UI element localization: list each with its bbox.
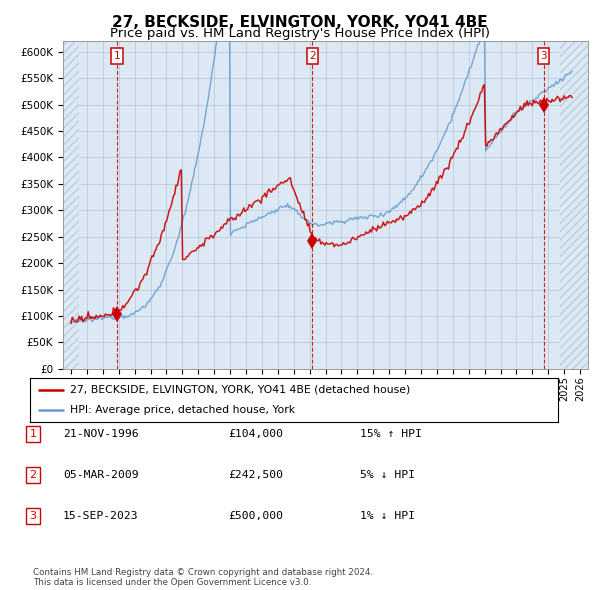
Text: 1: 1 (29, 429, 37, 438)
Text: £242,500: £242,500 (228, 470, 283, 480)
Text: 15% ↑ HPI: 15% ↑ HPI (360, 429, 422, 438)
Text: Price paid vs. HM Land Registry's House Price Index (HPI): Price paid vs. HM Land Registry's House … (110, 27, 490, 40)
Text: 3: 3 (29, 512, 37, 521)
Text: £500,000: £500,000 (228, 512, 283, 521)
Bar (560, 41, 588, 369)
Text: 05-MAR-2009: 05-MAR-2009 (63, 470, 139, 480)
Text: 5% ↓ HPI: 5% ↓ HPI (360, 470, 415, 480)
Text: 21-NOV-1996: 21-NOV-1996 (63, 429, 139, 438)
Text: 15-SEP-2023: 15-SEP-2023 (63, 512, 139, 521)
Text: 27, BECKSIDE, ELVINGTON, YORK, YO41 4BE: 27, BECKSIDE, ELVINGTON, YORK, YO41 4BE (112, 15, 488, 30)
Text: HPI: Average price, detached house, York: HPI: Average price, detached house, York (70, 405, 295, 415)
Text: Contains HM Land Registry data © Crown copyright and database right 2024.
This d: Contains HM Land Registry data © Crown c… (33, 568, 373, 587)
Text: 2: 2 (309, 51, 316, 61)
Bar (63, 41, 79, 369)
Text: 27, BECKSIDE, ELVINGTON, YORK, YO41 4BE (detached house): 27, BECKSIDE, ELVINGTON, YORK, YO41 4BE … (70, 385, 410, 395)
Text: 2: 2 (29, 470, 37, 480)
Text: 3: 3 (540, 51, 547, 61)
Text: 1: 1 (114, 51, 121, 61)
Text: £104,000: £104,000 (228, 429, 283, 438)
Text: 1% ↓ HPI: 1% ↓ HPI (360, 512, 415, 521)
